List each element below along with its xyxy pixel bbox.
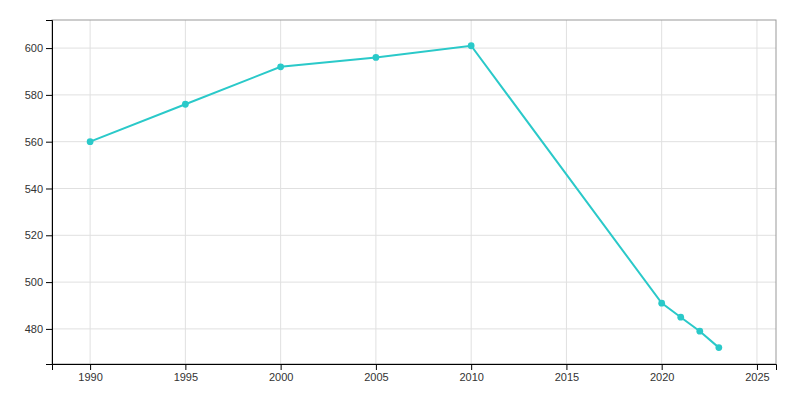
tick-mark	[46, 329, 52, 330]
tick: 500	[25, 276, 52, 288]
tick-label: 500	[25, 276, 43, 288]
tick: 2000	[269, 364, 293, 383]
tick-mark	[90, 364, 91, 370]
point	[677, 314, 684, 321]
point	[658, 300, 665, 307]
tick: 1990	[78, 364, 102, 383]
point	[468, 42, 475, 49]
tick: 560	[25, 136, 52, 148]
tick: 540	[25, 183, 52, 195]
tick-mark	[46, 142, 52, 143]
point	[277, 63, 284, 70]
tick-label: 520	[25, 229, 43, 241]
tick-mark	[185, 364, 186, 370]
tick: 480	[25, 323, 52, 335]
chart: 1990 1995 2000 2005 2010 2015 2020 2025 480 500 52…	[0, 0, 800, 400]
grid-line-x	[280, 20, 281, 364]
grid-line-y	[52, 282, 776, 283]
tick-label: 2005	[364, 371, 388, 383]
grid	[52, 20, 776, 364]
tick-label: 1995	[174, 371, 198, 383]
tick-mark	[281, 364, 282, 370]
tick: 520	[25, 229, 52, 241]
grid-line-y	[52, 328, 776, 329]
tick-mark	[757, 364, 758, 370]
grid-line-x	[375, 20, 376, 364]
tick: 2010	[459, 364, 483, 383]
grid-line-y	[52, 94, 776, 95]
tick-mark	[376, 364, 377, 370]
tick-mark	[46, 95, 52, 96]
tick-label: 2000	[269, 371, 293, 383]
tick: 600	[25, 42, 52, 54]
tick-mark	[46, 235, 52, 236]
grid-line-y	[52, 48, 776, 49]
tick: 2020	[650, 364, 674, 383]
tick-mark	[46, 48, 52, 49]
tick-label: 2015	[555, 371, 579, 383]
tick-label: 560	[25, 136, 43, 148]
tick-label: 480	[25, 323, 43, 335]
grid-line-x	[90, 20, 91, 364]
tick: 580	[25, 89, 52, 101]
tick-label: 1990	[78, 371, 102, 383]
plot: 1990 1995 2000 2005 2010 2015 2020 2025 480 500 52…	[25, 20, 777, 383]
grid-line-x	[566, 20, 567, 364]
axis-domain	[53, 365, 777, 371]
tick: 2025	[745, 364, 769, 383]
tick-label: 2020	[650, 371, 674, 383]
tick-label: 600	[25, 42, 43, 54]
point	[715, 344, 722, 351]
grid-line-y	[52, 235, 776, 236]
tick: 2015	[555, 364, 579, 383]
tick: 2005	[364, 364, 388, 383]
x-axis: 1990 1995 2000 2005 2010 2015 2020 2025	[53, 364, 777, 383]
y-axis: 480 500 520 540 560 580 600	[25, 21, 53, 365]
tick-label: 2025	[745, 371, 769, 383]
grid-line-y	[52, 141, 776, 142]
grid-line-x	[471, 20, 472, 364]
point	[182, 101, 189, 108]
line	[90, 46, 719, 348]
tick-mark	[662, 364, 663, 370]
point	[696, 328, 703, 335]
tick-mark	[46, 188, 52, 189]
tick: 1995	[174, 364, 198, 383]
grid-line-x	[661, 20, 662, 364]
series	[87, 42, 723, 351]
plot-frame	[52, 20, 776, 364]
tick-label: 2010	[459, 371, 483, 383]
tick-label: 540	[25, 183, 43, 195]
tick-label: 580	[25, 89, 43, 101]
point	[373, 54, 380, 61]
axis-domain	[46, 21, 53, 365]
tick-mark	[46, 282, 52, 283]
tick-mark	[566, 364, 567, 370]
grid-line-y	[52, 188, 776, 189]
tick-mark	[471, 364, 472, 370]
grid-line-x	[185, 20, 186, 364]
point	[87, 138, 94, 145]
grid-line-x	[756, 20, 757, 364]
